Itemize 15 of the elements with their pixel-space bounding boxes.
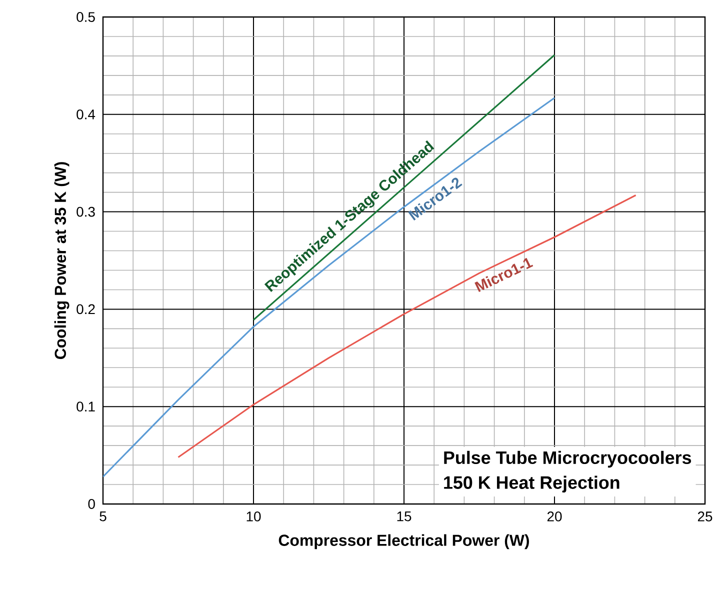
x-tick-label: 5 bbox=[100, 512, 106, 522]
x-tick-label: 25 bbox=[698, 512, 712, 522]
x-tick-label: 10 bbox=[246, 512, 261, 522]
x-axis-title: Compressor Electrical Power (W) bbox=[278, 534, 529, 550]
y-tick-label: 0 bbox=[88, 499, 95, 509]
y-tick-label: 0.5 bbox=[76, 12, 95, 22]
annotation: 150 K Heat Rejection bbox=[444, 476, 620, 492]
y-tick-label: 0.3 bbox=[76, 206, 95, 217]
y-tick-label: 0.2 bbox=[76, 304, 95, 314]
x-tick-label: 15 bbox=[397, 512, 412, 522]
y-axis-title: Cooling Power at 35 K (W) bbox=[54, 162, 70, 360]
y-tick-label: 0.1 bbox=[76, 402, 95, 412]
x-tick-label: 20 bbox=[547, 512, 562, 522]
y-tick-label: 0.4 bbox=[76, 109, 96, 120]
annotation: Pulse Tube Microcryocoolers bbox=[444, 450, 692, 468]
